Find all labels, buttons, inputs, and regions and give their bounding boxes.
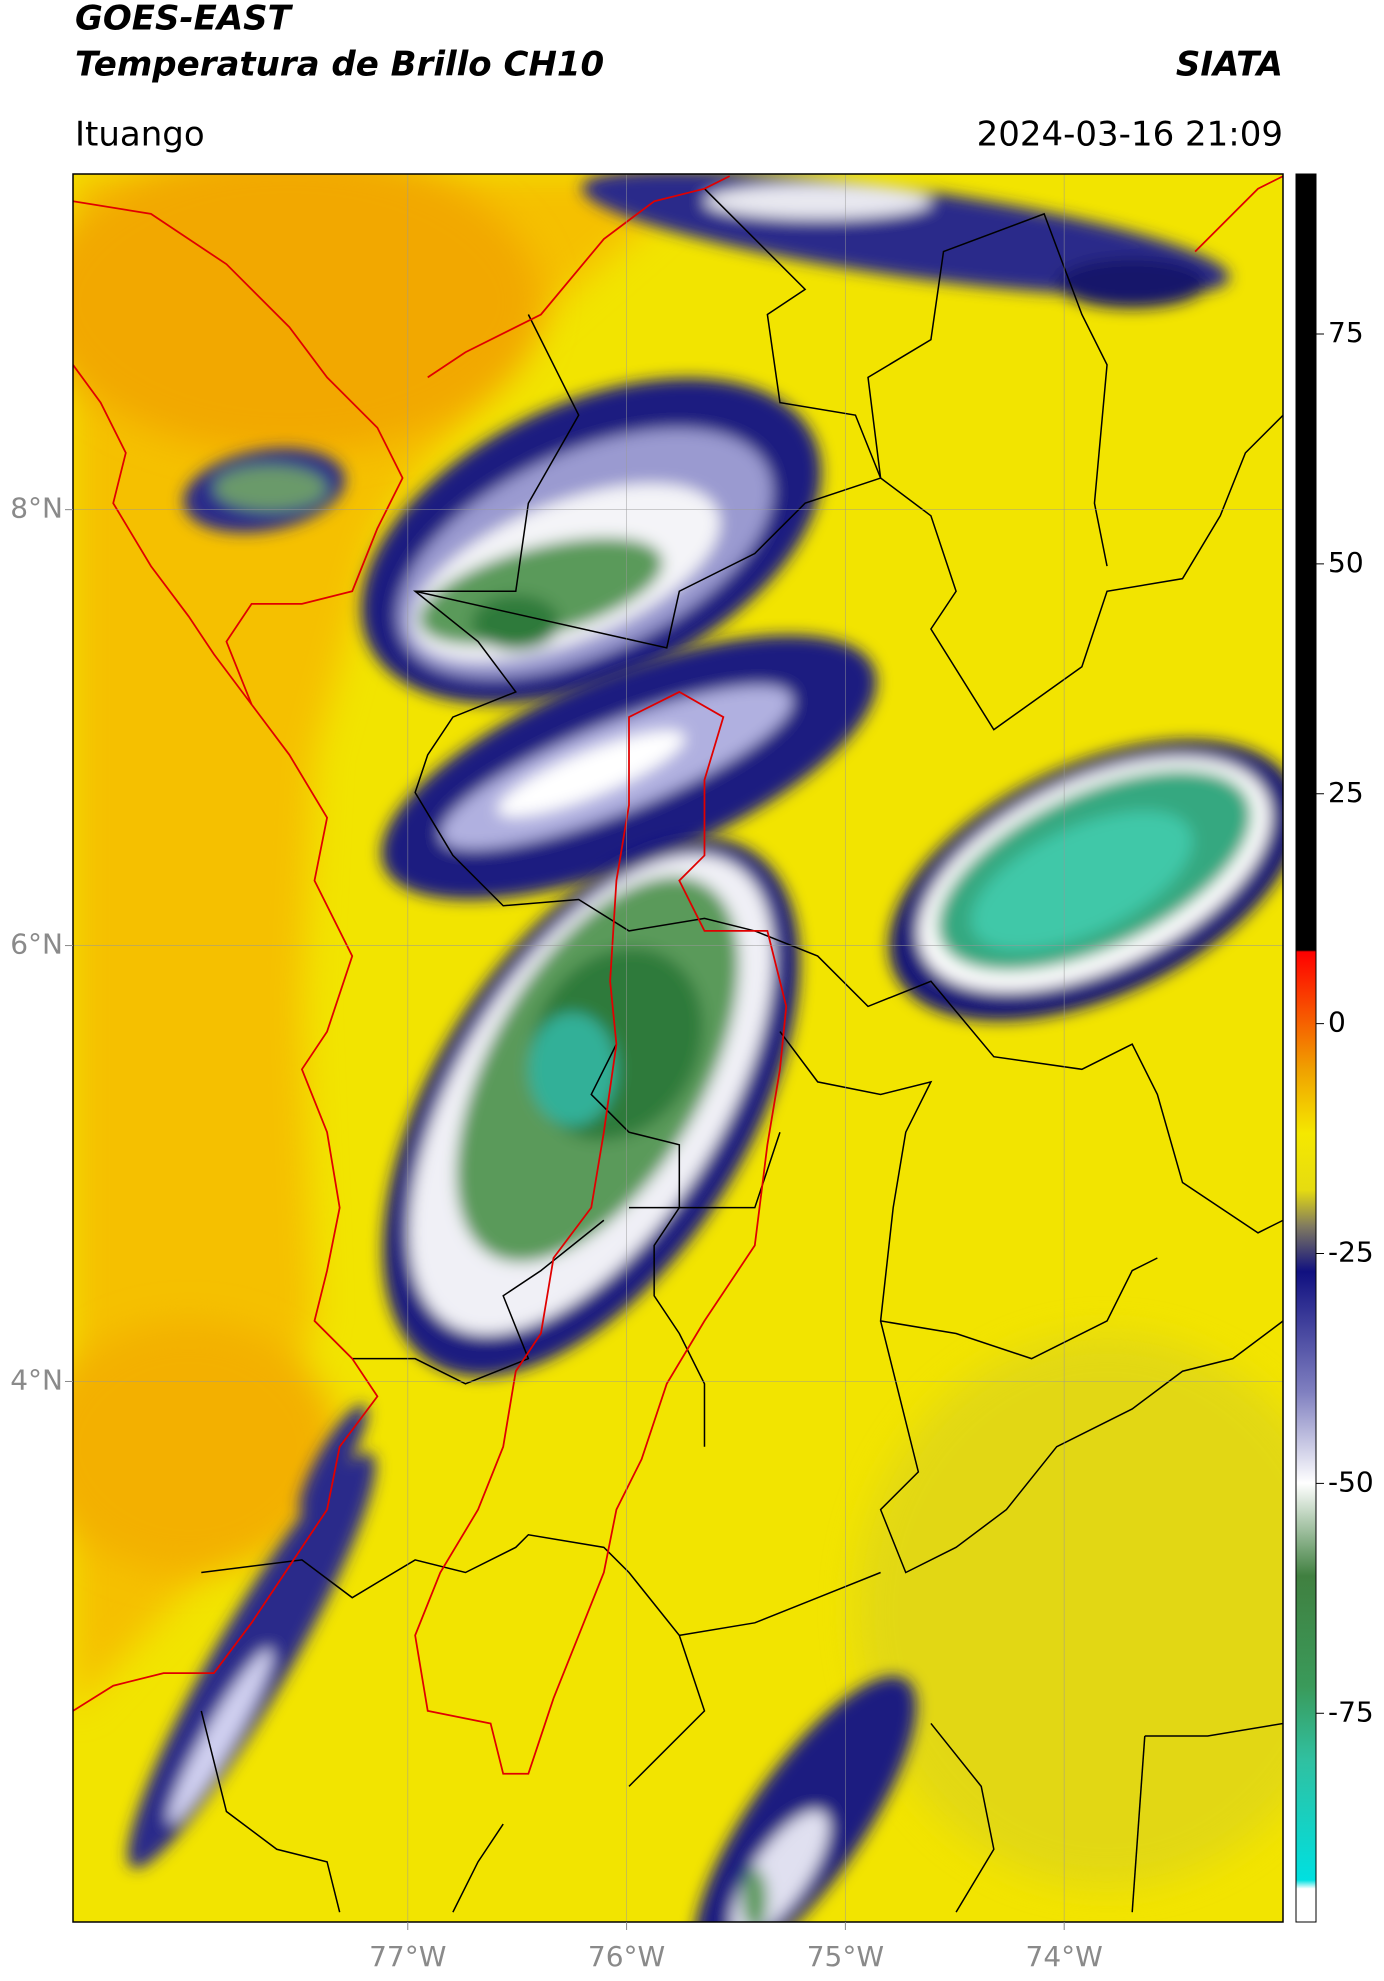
colorbar-label: -50 — [1328, 1465, 1374, 1498]
colorbar-label: -25 — [1328, 1236, 1374, 1269]
map-image — [73, 174, 1283, 1922]
colorbar-label: 25 — [1328, 776, 1364, 809]
datetime: 2024-03-16 21:09 — [977, 115, 1283, 155]
colorbar — [1295, 173, 1317, 1923]
map-frame — [72, 173, 1284, 1923]
x-tick-label: 75°W — [807, 1940, 884, 1973]
subtitle: Temperatura de Brillo CH10 — [75, 45, 604, 85]
x-tick-label: 74°W — [1026, 1940, 1103, 1973]
organization: SIATA — [1176, 45, 1283, 85]
colorbar-label: 50 — [1328, 546, 1364, 579]
colorbar-label: -75 — [1328, 1695, 1374, 1728]
colorbar-label: 0 — [1328, 1006, 1346, 1039]
grid — [73, 174, 1283, 1922]
y-tick-label: 8°N — [10, 492, 63, 525]
y-tick-label: 4°N — [10, 1363, 63, 1396]
imagery — [73, 174, 1283, 1922]
title: GOES-EAST — [75, 0, 294, 39]
x-tick-label: 76°W — [588, 1940, 665, 1973]
header: GOES-EAST Temperatura de Brillo CH10 SIA… — [75, 0, 1283, 155]
colorbar-label: 75 — [1328, 316, 1364, 349]
x-tick-label: 77°W — [369, 1940, 446, 1973]
y-tick-label: 6°N — [10, 928, 63, 961]
region: Ituango — [75, 115, 205, 155]
